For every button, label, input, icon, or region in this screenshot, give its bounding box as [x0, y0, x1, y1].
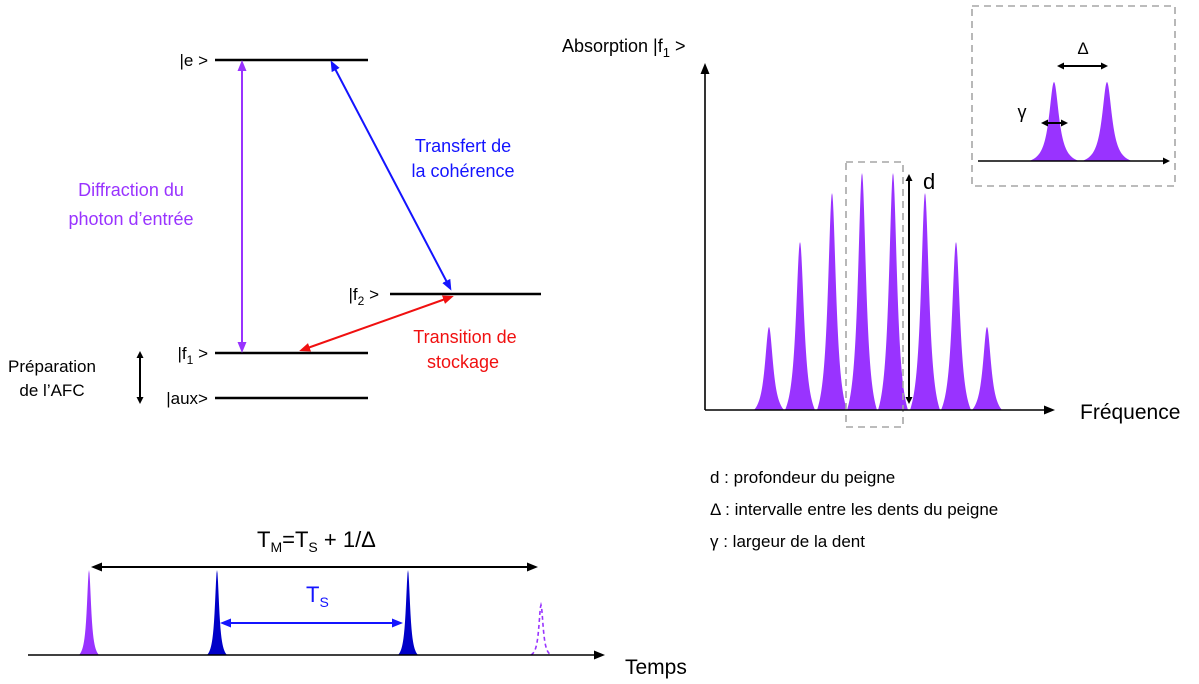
- legend-spacing: Δ : intervalle entre les dents du peigne: [710, 500, 998, 519]
- preparation-label: Préparation: [8, 357, 96, 376]
- legend-depth: d : profondeur du peigne: [710, 468, 895, 487]
- spacing-symbol: Δ: [1077, 39, 1088, 58]
- legend: d : profondeur du peigne Δ : intervalle …: [710, 468, 998, 551]
- level-aux-label: |aux>: [166, 389, 208, 408]
- depth-symbol: d: [923, 169, 935, 194]
- storage-transition-label: Transition de: [413, 327, 516, 347]
- timeline: Temps TM=TS + 1/Δ TS: [28, 527, 687, 679]
- diffraction-label: Diffraction du: [78, 180, 184, 200]
- comb-tooth: [972, 327, 1002, 410]
- level-f1-label: |f1 >: [178, 344, 209, 367]
- inset-teeth: [1029, 82, 1132, 161]
- storage-transition-label-2: stockage: [427, 352, 499, 372]
- storage-time-label: TS: [306, 582, 329, 610]
- legend-width: γ : largeur de la dent: [710, 532, 865, 551]
- pulses: [79, 570, 552, 656]
- inset-tooth: [1029, 82, 1079, 161]
- comb-tooth: [910, 193, 940, 410]
- period-label: TM=TS + 1/Δ: [257, 527, 376, 555]
- control-pulse: [398, 570, 418, 655]
- comb-tooth: [785, 242, 815, 410]
- inset: Δ γ: [971, 5, 1176, 187]
- storage-transition-arrow: [299, 295, 454, 352]
- level-e-label: |e >: [179, 51, 208, 70]
- coherence-transfer-label-2: la cohérence: [411, 161, 514, 181]
- zoom-box: [845, 161, 904, 428]
- coherence-transfer-arrow: [330, 60, 452, 291]
- comb-y-axis-label: Absorption |f1 >: [562, 36, 685, 60]
- comb-x-axis-label: Fréquence: [1080, 401, 1180, 424]
- width-symbol: γ: [1018, 102, 1027, 122]
- comb-tooth: [941, 242, 971, 410]
- echo-pulse: [530, 601, 552, 656]
- diffraction-label-2: photon d’entrée: [68, 209, 193, 229]
- comb-tooth: [817, 193, 847, 410]
- comb-plot: Absorption |f1 > Fréquence d Δ γ: [562, 5, 1180, 428]
- control-pulse: [207, 570, 227, 655]
- level-f2-label: |f2 >: [349, 285, 380, 308]
- inset-box: [971, 5, 1176, 187]
- inset-tooth: [1082, 82, 1132, 161]
- preparation-label-2: de l’AFC: [19, 381, 84, 400]
- time-axis-label: Temps: [625, 656, 687, 679]
- comb-tooth: [754, 327, 784, 410]
- comb-tooth: [878, 173, 908, 410]
- input-pulse: [79, 570, 99, 655]
- coherence-transfer-label: Transfert de: [415, 136, 511, 156]
- comb-teeth: [754, 173, 1002, 410]
- energy-level-diagram: |e > |f2 > |f1 > |aux> Préparation de l’…: [8, 51, 541, 408]
- comb-tooth: [847, 173, 877, 410]
